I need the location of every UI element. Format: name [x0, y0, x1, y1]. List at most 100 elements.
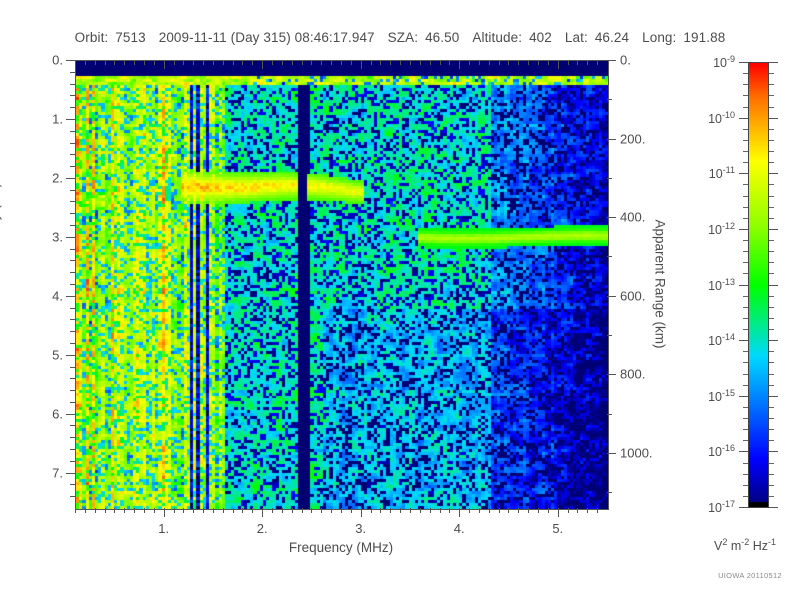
x-tick-top	[557, 60, 559, 69]
long-label: Long:	[642, 30, 677, 45]
colorbar-minor-tick-left	[743, 128, 748, 130]
colorbar-tick-left	[739, 117, 748, 119]
x-tick-top	[262, 60, 264, 69]
colorbar-minor-tick-left	[743, 362, 748, 364]
x-tick	[203, 508, 205, 513]
x-tick-top	[222, 60, 224, 65]
y-tick-label-left: 2.	[52, 170, 63, 186]
x-tick	[567, 508, 569, 513]
x-tick-top	[291, 60, 293, 65]
colorbar-tick-left	[739, 340, 748, 342]
x-tick	[390, 508, 392, 513]
unit-hertz: Hz	[752, 539, 769, 554]
x-tick	[370, 508, 372, 513]
colorbar-minor-tick-right	[769, 295, 774, 297]
colorbar-minor-tick-left	[743, 206, 748, 208]
x-tick-top	[203, 60, 205, 65]
observation-datetime: 2009-11-11 (Day 315) 08:46:17.947	[158, 30, 375, 45]
colorbar-minor-tick-left	[743, 73, 748, 75]
x-tick-top	[390, 60, 392, 65]
y-tick-left	[70, 142, 75, 144]
x-tick	[459, 508, 461, 517]
y-tick-left	[66, 295, 75, 297]
sza-value: 46.50	[425, 30, 460, 45]
y-tick-left	[66, 118, 75, 120]
y-tick-left	[66, 413, 75, 415]
x-tick-top	[331, 60, 333, 65]
x-tick	[331, 508, 333, 513]
colorbar-tick-right	[769, 395, 778, 397]
x-tick-top	[419, 60, 421, 65]
x-tick-label: 5.	[552, 521, 564, 536]
y-tick-right	[607, 60, 616, 61]
x-tick	[557, 508, 559, 517]
x-tick-top	[143, 60, 145, 65]
y-tick-right	[607, 217, 616, 219]
x-tick	[272, 508, 274, 513]
colorbar-tick-right	[769, 228, 778, 230]
y-tick-left	[66, 60, 75, 61]
colorbar-minor-tick-right	[769, 184, 774, 186]
y-tick-left	[70, 225, 75, 227]
x-tick	[242, 508, 244, 513]
y-tick-label-left: 0.	[52, 52, 63, 68]
y-tick-left	[70, 460, 75, 462]
y-tick-left	[70, 449, 75, 451]
unit-meter-exp: -2	[741, 537, 750, 547]
x-tick	[518, 508, 520, 513]
x-tick	[262, 508, 264, 517]
colorbar-minor-tick-right	[769, 84, 774, 86]
y-tick-left	[70, 260, 75, 262]
x-tick-top	[153, 60, 155, 65]
x-tick-top	[193, 60, 195, 65]
x-tick-label: 1.	[158, 521, 170, 536]
colorbar-minor-tick-left	[743, 429, 748, 431]
colorbar-minor-tick-left	[743, 495, 748, 497]
y-tick-left	[70, 342, 75, 344]
y-tick-left	[70, 107, 75, 109]
y-tick-left	[70, 496, 75, 498]
colorbar-minor-tick-right	[769, 139, 774, 141]
x-tick-top	[409, 60, 411, 65]
x-tick-top	[370, 60, 372, 65]
y-tick-label-left: 5.	[52, 347, 63, 363]
x-tick	[143, 508, 145, 513]
x-tick	[75, 508, 76, 513]
orbit-label: Orbit:	[74, 30, 109, 45]
x-tick	[311, 508, 313, 513]
x-tick	[538, 508, 540, 513]
x-tick-top	[341, 60, 342, 65]
colorbar-tick-right	[769, 451, 778, 453]
colorbar-minor-tick-left	[743, 95, 748, 97]
y-tick-left	[70, 307, 75, 309]
x-tick-label: 4.	[453, 521, 465, 536]
x-tick	[134, 508, 136, 513]
y-tick-left	[70, 319, 75, 321]
x-tick-top	[449, 60, 451, 65]
x-tick-top	[84, 60, 86, 65]
y-tick-left	[70, 331, 75, 333]
colorbar-tick-left	[739, 284, 748, 286]
colorbar-minor-tick-right	[769, 362, 774, 364]
y-tick-right	[607, 256, 612, 258]
long-value: 191.88	[683, 30, 726, 45]
y-tick-left	[70, 83, 75, 85]
colorbar-minor-tick-left	[743, 262, 748, 264]
colorbar-minor-tick-left	[743, 418, 748, 419]
colorbar-minor-tick-left	[743, 317, 748, 319]
spectrogram-canvas	[76, 61, 608, 509]
colorbar-minor-tick-right	[769, 217, 774, 219]
colorbar-tick-left	[739, 173, 748, 175]
colorbar-minor-tick-left	[743, 273, 748, 275]
x-tick	[400, 508, 402, 513]
colorbar-tick-left	[739, 507, 748, 508]
x-tick	[321, 508, 323, 513]
x-tick	[350, 508, 352, 513]
y-tick-left	[70, 166, 75, 168]
colorbar-unit-label: V2 m-2 Hz-1	[714, 537, 776, 553]
colorbar-tick-left	[739, 395, 748, 397]
colorbar-tick-left	[739, 62, 748, 63]
x-tick	[449, 508, 451, 513]
colorbar-tick-right	[769, 340, 778, 342]
